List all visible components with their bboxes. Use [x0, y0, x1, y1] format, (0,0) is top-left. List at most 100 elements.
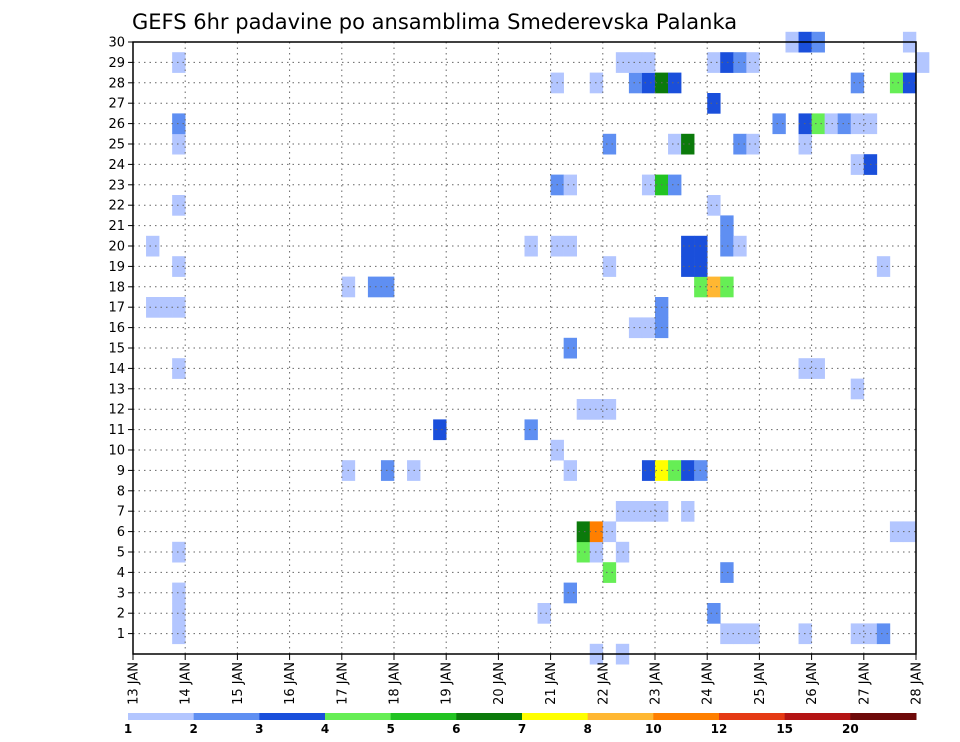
y-tick-label-29: 29 [108, 56, 125, 71]
precip-cell-member-6-19 [576, 521, 591, 543]
precip-cell-member-12-41 [576, 399, 591, 420]
precip-cell-member-2-8 [172, 603, 186, 624]
precip-cell-member-7-25 [628, 501, 643, 522]
colorbar-label-4: 4 [321, 722, 329, 736]
colorbar-label-12: 12 [711, 722, 728, 736]
x-tick-label-1: 14 JAN [179, 662, 194, 705]
precip-cell-member-7-28 [681, 501, 695, 522]
precip-cell-member-1-7 [876, 623, 891, 645]
precip-cell-member-5-15 [172, 541, 186, 563]
colorbar-label-5: 5 [386, 722, 394, 736]
chart-title: GEFS 6hr padavine po ansamblima Smederev… [132, 10, 737, 34]
precip-cell-member-25-86 [602, 133, 617, 155]
precip-cell-member-29-113 [641, 52, 656, 73]
y-tick-label-17: 17 [108, 301, 125, 316]
precip-cell-member-1-3 [746, 623, 760, 645]
precip-cell-member-26-92 [172, 113, 186, 135]
precip-cell-member-20-68 [524, 235, 538, 257]
x-tick-label-14: 27 JAN [857, 662, 872, 705]
precip-cell-member-20-67 [146, 235, 160, 257]
x-tick-label-11: 24 JAN [701, 662, 716, 705]
y-tick-label-23: 23 [108, 178, 125, 193]
precip-cell-member-12-43 [602, 399, 617, 420]
colorbar-label-8: 8 [583, 722, 591, 736]
x-tick-label-6: 19 JAN [440, 662, 455, 705]
precip-cell-member-26-96 [824, 113, 838, 135]
colorbar-swatch-0 [128, 713, 195, 720]
precip-cell-member-11-40 [524, 419, 538, 441]
precip-cell-member-23-80 [641, 174, 656, 196]
precip-cell-member-18-60 [707, 276, 721, 298]
precip-cell-member-16-50 [641, 317, 656, 339]
colorbar-swatch-9 [719, 713, 786, 720]
y-tick-label-12: 12 [108, 403, 125, 418]
precip-cell-member-4-14 [720, 562, 734, 583]
precip-cell-member-27-100 [707, 93, 721, 114]
y-tick-label-4: 4 [117, 566, 125, 581]
precip-cell-member-11-39 [433, 419, 447, 441]
x-tick-label-0: 13 JAN [127, 662, 142, 705]
precip-cell-member-28-108 [889, 72, 904, 94]
precip-cell-member-3-12 [563, 582, 577, 604]
precip-cell-member-23-82 [668, 174, 682, 196]
x-tick-label-13: 26 JAN [805, 662, 820, 705]
x-tick-label-3: 16 JAN [283, 662, 298, 705]
precip-cell-member-2-10 [707, 603, 721, 624]
y-tick-label-24: 24 [108, 158, 125, 173]
y-tick-label-2: 2 [117, 607, 125, 622]
precip-cell-member-9-30 [380, 460, 395, 481]
precip-cell-member-15-48 [563, 337, 577, 359]
x-tick-label-10: 23 JAN [649, 662, 664, 705]
precip-cell-member-22-77 [707, 195, 721, 216]
precip-cell-member-20-73 [720, 235, 734, 257]
colorbar-swatch-3 [325, 713, 392, 720]
precip-cell-member-9-36 [681, 460, 695, 481]
precip-cell-member-20-71 [681, 235, 695, 257]
y-tick-label-3: 3 [117, 586, 125, 601]
precip-cell-member-5-16 [576, 541, 591, 563]
precip-cell-member-17-52 [146, 297, 160, 318]
colorbar-label-6: 6 [452, 722, 460, 736]
colorbar-swatch-1 [193, 713, 260, 720]
colorbar-swatch-11 [850, 713, 917, 720]
precip-cell-member-29-116 [733, 52, 747, 73]
y-tick-label-15: 15 [108, 342, 125, 357]
precip-cell-member-22-76 [172, 195, 186, 216]
y-tick-label-22: 22 [108, 199, 125, 214]
y-tick-label-19: 19 [108, 260, 125, 275]
colorbar-swatch-4 [390, 713, 457, 720]
colorbar-swatch-6 [522, 713, 589, 720]
precip-cell-member-1-5 [850, 623, 865, 645]
y-tick-label-7: 7 [117, 505, 125, 520]
precip-cell-member-29-112 [628, 52, 643, 73]
y-tick-label-11: 11 [108, 423, 125, 438]
y-axis: 1234567891011121314151617181920212223242… [108, 36, 133, 642]
x-tick-label-5: 18 JAN [388, 662, 403, 705]
precip-cell-member-19-65 [681, 256, 695, 277]
y-tick-label-6: 6 [117, 525, 125, 540]
x-tick-label-7: 20 JAN [492, 662, 507, 705]
y-tick-label-16: 16 [108, 321, 125, 336]
x-tick-label-9: 22 JAN [596, 662, 611, 705]
precip-cell-member-19-62 [172, 256, 186, 277]
colorbar-swatch-10 [784, 713, 851, 720]
x-tick-label-4: 17 JAN [335, 662, 350, 705]
y-tick-label-26: 26 [108, 117, 125, 132]
cells-layer [146, 31, 930, 665]
precip-cell-member-28-104 [641, 72, 656, 94]
y-tick-label-1: 1 [117, 627, 125, 642]
precip-cell-member-29-114 [707, 52, 721, 73]
x-tick-label-15: 28 JAN [910, 662, 925, 705]
precip-cell-member-29-115 [720, 52, 734, 73]
y-tick-label-9: 9 [117, 464, 125, 479]
colorbar: 1 2 3 4 5 6 7 8 10 12 15 20 [124, 713, 917, 736]
colorbar-label-1: 1 [124, 722, 132, 736]
precip-cell-member-26-98 [850, 113, 865, 135]
precip-cell-member-28-106 [668, 72, 682, 94]
precip-cell-member-28-107 [850, 72, 865, 94]
y-tick-label-20: 20 [108, 240, 125, 255]
precip-cell-member-21-75 [720, 215, 734, 237]
precip-cell-member-9-35 [668, 460, 682, 481]
precip-cell-member-17-54 [172, 297, 186, 318]
